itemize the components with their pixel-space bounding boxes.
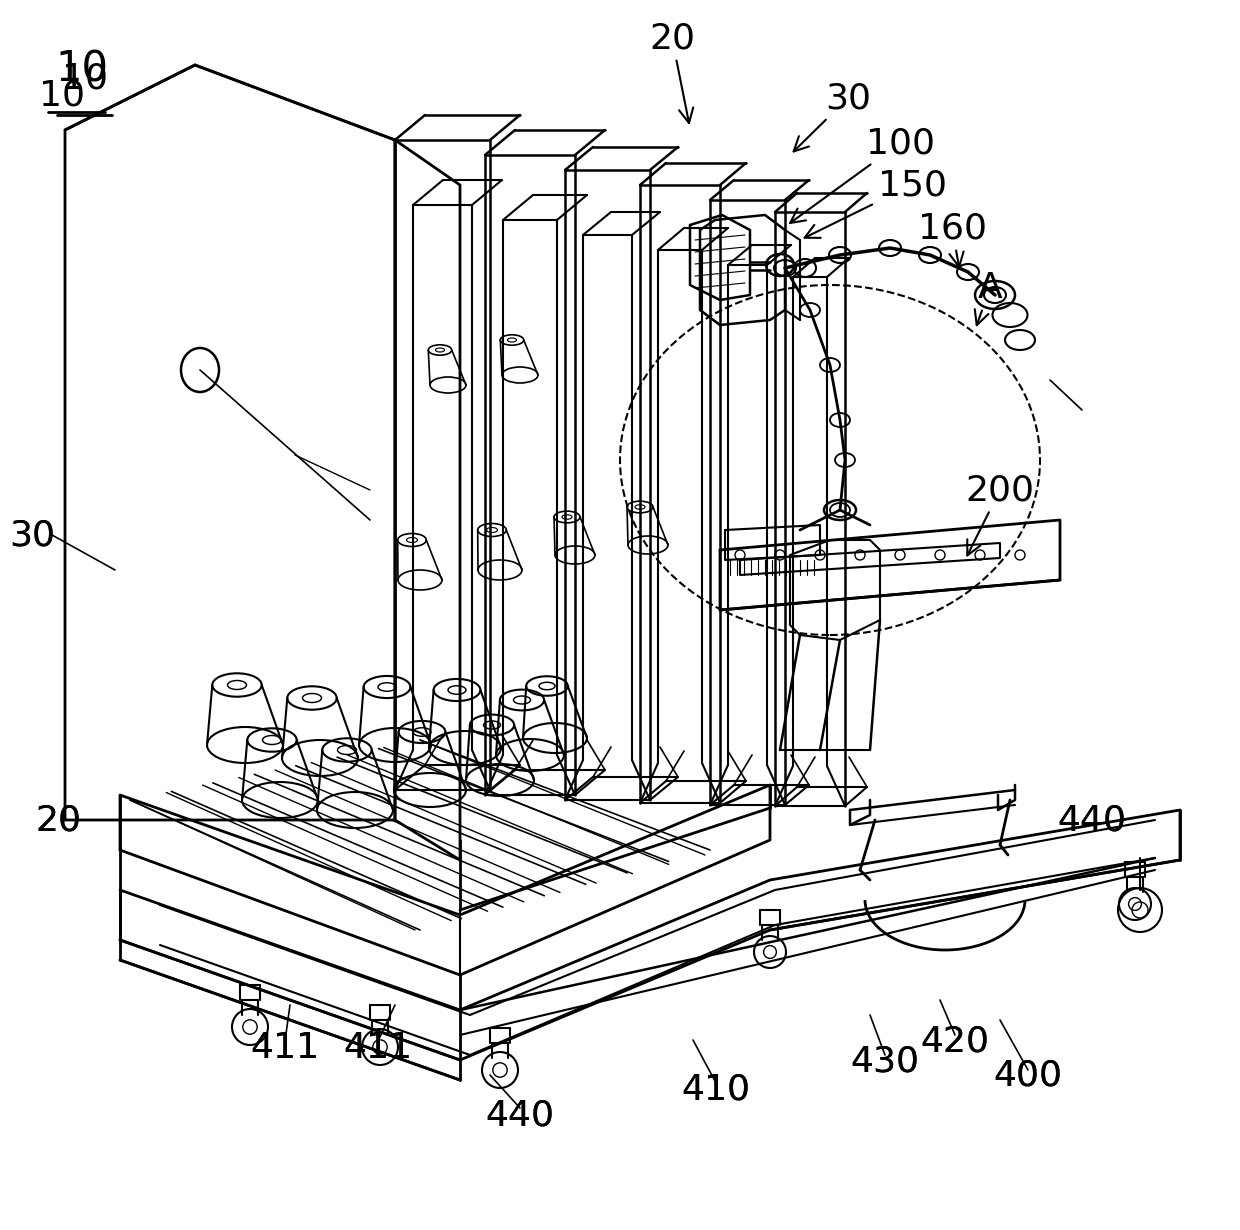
Text: 10: 10 — [55, 48, 108, 90]
Text: 100: 100 — [790, 125, 935, 223]
Text: 410: 410 — [682, 1073, 750, 1107]
Text: 400: 400 — [993, 1058, 1063, 1092]
Text: 30: 30 — [9, 518, 55, 552]
Text: 160: 160 — [918, 212, 987, 267]
Text: 410: 410 — [682, 1073, 750, 1107]
Text: 30: 30 — [9, 518, 55, 552]
Text: A: A — [975, 271, 1002, 325]
Text: 400: 400 — [993, 1058, 1063, 1092]
Text: 440: 440 — [486, 1098, 554, 1132]
Text: 440: 440 — [486, 1098, 554, 1132]
Text: 30: 30 — [794, 81, 870, 151]
Text: 440: 440 — [1058, 803, 1126, 836]
Text: 420: 420 — [920, 1025, 990, 1059]
Text: 10: 10 — [38, 77, 86, 112]
Text: 200: 200 — [966, 474, 1034, 556]
Text: 430: 430 — [851, 1046, 920, 1079]
Text: 411: 411 — [343, 1031, 413, 1065]
Text: 20: 20 — [35, 803, 81, 836]
Text: 20: 20 — [35, 803, 81, 836]
Text: 430: 430 — [851, 1046, 920, 1079]
Text: 411: 411 — [250, 1031, 320, 1065]
Text: 150: 150 — [805, 169, 946, 237]
Text: 420: 420 — [920, 1025, 990, 1059]
Text: 411: 411 — [250, 1031, 320, 1065]
Text: 10: 10 — [62, 62, 108, 95]
Text: 20: 20 — [649, 21, 694, 123]
Text: 440: 440 — [1058, 803, 1126, 836]
Text: 411: 411 — [343, 1031, 413, 1065]
